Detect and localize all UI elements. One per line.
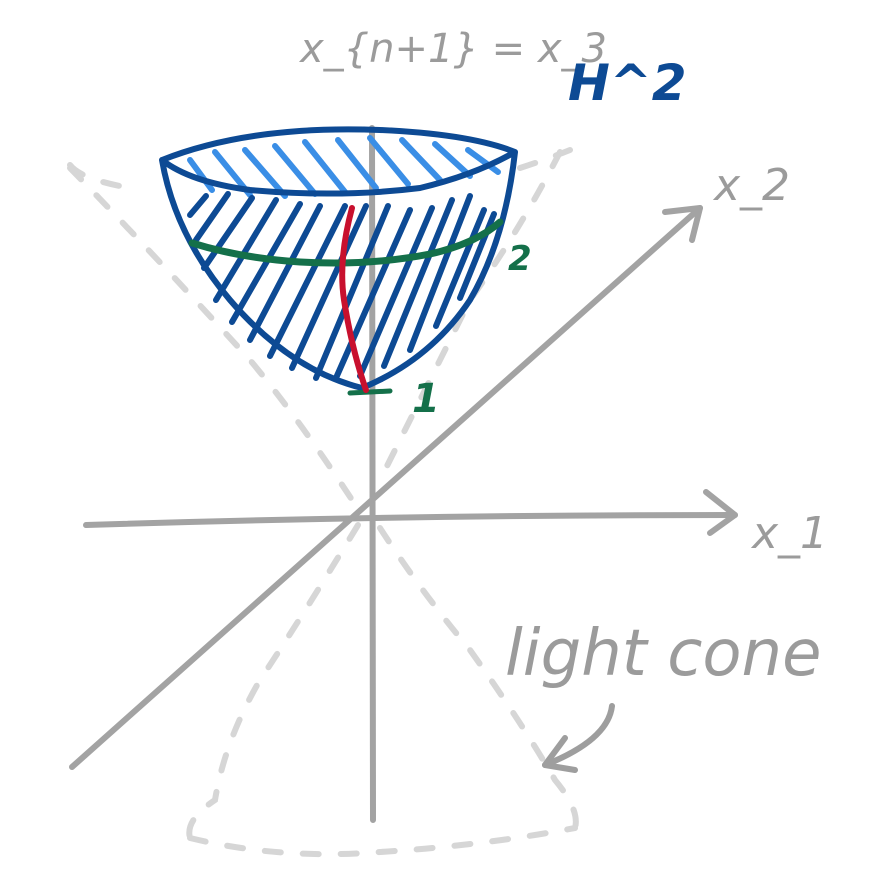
surface-vertex-tick (347, 388, 393, 396)
geodesic-curve (339, 205, 369, 393)
surface-bowl-hatching (187, 191, 497, 381)
light-cone-lower-right (377, 525, 579, 831)
light-cone (67, 147, 579, 858)
light-cone-upper-left (67, 165, 363, 515)
axis-x1-line (83, 512, 738, 528)
axis-x1-label: x_1 (750, 508, 828, 559)
level-curve (188, 218, 504, 267)
surface-outline (159, 126, 518, 391)
light-cone-upper-right (382, 149, 563, 473)
axis-x2-label: x_2 (712, 160, 790, 211)
axis-vertical-line (369, 125, 376, 823)
light-cone-lower-rim (187, 825, 578, 858)
level-upper-label: 2 (508, 239, 532, 279)
hyperboloid-surface (159, 126, 518, 396)
level-lower-label: 1 (412, 376, 440, 422)
light-cone-pointer-arrow (542, 703, 615, 773)
axis-x2-arrowhead (662, 205, 703, 243)
axis-x1-arrowhead (703, 489, 738, 536)
axis-vertical-label: x_{n+1} = x_3 (298, 26, 607, 72)
surface-label: H^2 (568, 54, 687, 112)
light-cone-label: light cone (505, 617, 821, 691)
axis-x2-line (69, 205, 703, 770)
light-cone-lower-left (186, 522, 361, 841)
